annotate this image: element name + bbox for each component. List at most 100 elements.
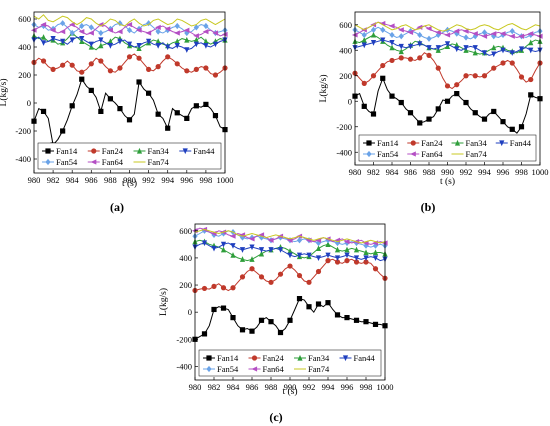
data-point-fan24 (146, 66, 152, 72)
data-point-fan14 (334, 312, 341, 318)
data-point-fan14 (201, 331, 208, 337)
data-point-fan14 (398, 99, 404, 106)
data-point-fan14 (268, 319, 274, 325)
data-point-fan24 (372, 266, 379, 272)
data-point-fan44 (155, 43, 161, 49)
y-tick-label: -400 (336, 147, 352, 157)
data-point-fan34 (155, 38, 161, 44)
legend-marker-fan34 (136, 147, 143, 154)
data-point-fan24 (126, 54, 133, 60)
data-point-fan24 (201, 285, 208, 292)
series-line-fan24 (354, 52, 541, 90)
data-point-fan64 (499, 31, 506, 37)
x-tick-label: 984 (386, 167, 400, 177)
legend-marker-fan14 (206, 355, 212, 361)
data-point-fan34 (239, 256, 246, 262)
data-point-fan64 (435, 29, 441, 35)
data-point-fan34 (528, 39, 534, 46)
y-tick-label: 200 (179, 280, 192, 290)
data-point-fan64 (490, 31, 497, 37)
data-point-fan64 (155, 24, 161, 30)
data-point-fan64 (248, 236, 255, 242)
data-point-fan14 (165, 125, 171, 131)
data-point-fan14 (174, 110, 180, 116)
data-point-fan24 (518, 74, 525, 80)
data-point-fan24 (155, 64, 161, 70)
data-point-fan44 (463, 45, 469, 51)
data-point-fan34 (184, 36, 190, 43)
data-point-fan64 (164, 26, 171, 32)
data-point-fan44 (491, 51, 497, 58)
data-point-fan24 (370, 73, 377, 79)
data-point-fan24 (277, 271, 284, 277)
data-point-fan34 (287, 248, 293, 254)
data-point-fan24 (220, 285, 227, 291)
data-point-fan44 (249, 244, 255, 251)
x-tick-label: 984 (66, 175, 80, 185)
x-tick-label: 994 (161, 175, 175, 185)
y-tick-label: -200 (336, 122, 352, 132)
data-point-fan24 (296, 272, 303, 279)
y-tick-label: 0 (27, 98, 31, 108)
data-point-fan14 (500, 119, 506, 125)
legend-label-fan74: Fan74 (308, 364, 330, 374)
panel-label: (c) (269, 410, 282, 424)
data-point-fan24 (50, 66, 56, 72)
data-point-fan24 (454, 82, 460, 88)
data-point-fan24 (509, 60, 515, 66)
legend-label-fan34: Fan34 (148, 146, 170, 156)
legend-label-fan34: Fan34 (308, 353, 330, 363)
data-point-fan64 (407, 29, 414, 35)
data-point-fan14 (509, 126, 515, 132)
data-point-fan14 (518, 124, 525, 130)
data-point-fan44 (417, 41, 423, 47)
data-point-fan64 (229, 233, 236, 239)
data-point-fan14 (407, 110, 414, 116)
x-tick-label: 994 (478, 167, 492, 177)
y-tick-label: 600 (18, 14, 31, 24)
legend-label-fan54: Fan54 (217, 364, 239, 374)
data-point-fan24 (325, 258, 331, 264)
x-tick-label: 986 (404, 167, 417, 177)
data-point-fan14 (454, 91, 460, 97)
data-point-fan54 (79, 22, 85, 30)
data-point-fan14 (136, 79, 142, 85)
legend-marker-fan44 (499, 140, 505, 147)
data-point-fan44 (296, 252, 303, 259)
data-point-fan64 (50, 27, 56, 33)
data-point-fan34 (249, 256, 255, 262)
data-point-fan34 (325, 241, 331, 247)
data-point-fan44 (435, 45, 441, 51)
data-point-fan34 (98, 42, 104, 49)
x-tick-label: 980 (189, 382, 202, 392)
data-point-fan44 (203, 43, 209, 49)
data-point-fan54 (174, 22, 180, 30)
data-point-fan64 (97, 22, 104, 28)
data-point-fan14 (481, 116, 488, 122)
data-point-fan14 (344, 315, 350, 321)
data-point-fan54 (155, 28, 161, 35)
data-point-fan24 (249, 266, 255, 272)
legend-box (37, 142, 222, 170)
data-point-fan44 (361, 42, 367, 49)
data-point-fan54 (126, 27, 133, 34)
data-point-fan14 (230, 315, 236, 321)
data-point-fan34 (40, 34, 47, 40)
data-point-fan64 (212, 30, 219, 36)
legend-marker-fan54 (366, 150, 372, 158)
x-tick-label: 1000 (377, 382, 394, 392)
legend-label-fan64: Fan64 (421, 149, 443, 159)
data-point-fan14 (220, 305, 227, 311)
data-point-fan64 (527, 31, 534, 37)
data-point-fan64 (379, 20, 386, 27)
data-point-fan14 (212, 113, 219, 119)
data-point-fan44 (426, 45, 432, 51)
x-tick-label: 1000 (217, 175, 234, 185)
data-point-fan14 (444, 98, 451, 104)
data-point-fan44 (518, 46, 525, 53)
data-point-fan24 (344, 258, 350, 264)
data-point-fan14 (363, 319, 369, 325)
data-point-fan64 (453, 28, 460, 34)
data-point-fan14 (146, 90, 152, 96)
data-point-fan54 (481, 29, 488, 36)
